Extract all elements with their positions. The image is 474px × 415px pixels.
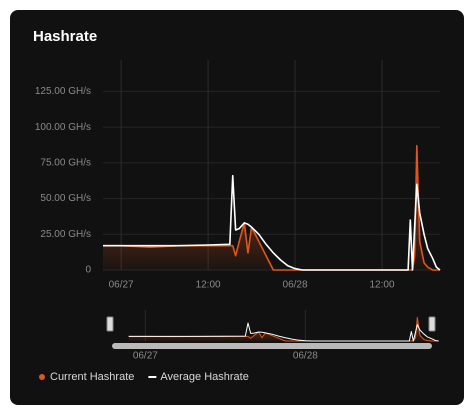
area (103, 145, 440, 270)
chart-title: Hashrate (33, 28, 97, 45)
x-tick-label: 06/27 (109, 280, 134, 291)
area (128, 317, 439, 341)
line (128, 316, 439, 342)
x-tick-label: 12:00 (370, 280, 395, 291)
navigator-handle[interactable] (428, 316, 436, 332)
line (103, 174, 441, 271)
y-tick-label: 100.00 GH/s (35, 122, 91, 133)
line (128, 322, 439, 342)
x-tick-label: 06/28 (283, 280, 308, 291)
navigator-tick-label: 06/28 (293, 351, 318, 362)
y-tick-label: 0 (85, 265, 91, 276)
legend-label[interactable]: Average Hashrate (160, 371, 248, 383)
legend-label[interactable]: Current Hashrate (50, 371, 134, 383)
y-tick-label: 125.00 GH/s (35, 86, 91, 97)
scrollbar[interactable] (112, 343, 432, 349)
navigator-tick-label: 06/27 (133, 351, 158, 362)
x-tick-label: 12:00 (196, 280, 221, 291)
navigator-handle[interactable] (106, 316, 114, 332)
card (10, 10, 464, 405)
y-tick-label: 50.00 GH/s (40, 193, 91, 204)
y-tick-label: 25.00 GH/s (40, 229, 91, 240)
legend-marker[interactable] (39, 374, 45, 380)
y-tick-label: 75.00 GH/s (40, 157, 91, 168)
